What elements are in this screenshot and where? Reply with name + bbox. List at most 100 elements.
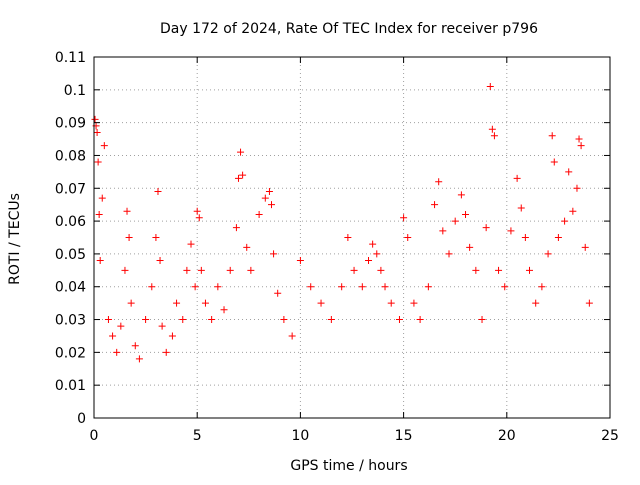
data-point	[208, 316, 216, 324]
chart-title: Day 172 of 2024, Rate Of TEC Index for r…	[160, 21, 538, 37]
y-tick-label: 0.09	[55, 116, 86, 132]
data-point	[288, 332, 296, 340]
data-point	[395, 316, 403, 324]
x-tick-label: 25	[601, 428, 619, 444]
data-point	[457, 191, 465, 199]
data-point	[513, 174, 521, 182]
data-point	[173, 299, 181, 307]
data-point	[296, 256, 304, 264]
data-point	[193, 207, 201, 215]
data-point	[338, 283, 346, 291]
data-point	[109, 332, 117, 340]
data-point	[478, 316, 486, 324]
data-point	[410, 299, 418, 307]
data-point	[179, 316, 187, 324]
data-point	[344, 234, 352, 241]
data-point	[232, 224, 240, 232]
x-tick-label: 10	[291, 428, 309, 444]
data-point	[237, 148, 245, 156]
data-point	[123, 207, 131, 215]
data-point	[162, 348, 170, 356]
y-tick-label: 0.1	[64, 83, 86, 99]
plot-border	[93, 56, 611, 419]
data-point	[154, 188, 162, 196]
data-point	[142, 316, 150, 324]
data-point	[327, 316, 335, 324]
data-point	[416, 316, 424, 324]
data-point	[197, 266, 205, 274]
data-point	[148, 283, 156, 291]
data-point	[581, 243, 589, 251]
data-point	[507, 227, 515, 235]
data-point	[100, 142, 108, 150]
data-point	[350, 266, 358, 274]
data-point	[573, 184, 581, 192]
data-point	[561, 217, 569, 225]
x-tick-label: 20	[498, 428, 516, 444]
data-point	[358, 283, 366, 291]
data-point	[104, 316, 112, 324]
data-point	[435, 178, 443, 186]
data-point	[577, 142, 585, 150]
data-point	[365, 256, 373, 264]
data-point	[486, 83, 494, 91]
data-point	[431, 201, 439, 209]
data-point	[226, 266, 234, 274]
data-point	[131, 342, 139, 350]
data-point	[565, 168, 573, 176]
y-tick-label: 0.07	[55, 181, 86, 197]
data-point	[183, 266, 191, 274]
data-point	[93, 128, 101, 136]
data-point	[280, 316, 288, 324]
data-point	[243, 243, 251, 251]
data-point	[495, 266, 503, 274]
data-point	[94, 158, 102, 166]
data-point	[526, 266, 534, 274]
data-point	[538, 283, 546, 291]
data-point	[317, 299, 325, 307]
data-point	[377, 266, 385, 274]
data-point	[387, 299, 395, 307]
data-point	[121, 266, 129, 274]
data-point	[400, 214, 408, 222]
data-point	[550, 158, 558, 166]
data-point	[472, 266, 480, 274]
data-point	[95, 211, 103, 219]
data-point	[466, 243, 474, 251]
y-tick-label: 0.01	[55, 378, 86, 394]
data-point	[96, 256, 104, 264]
grid-lines	[94, 57, 610, 418]
data-point	[445, 250, 453, 258]
data-point	[268, 201, 276, 209]
data-point	[214, 283, 222, 291]
y-tick-label: 0.08	[55, 148, 86, 164]
y-tick-label: 0.04	[55, 280, 86, 296]
data-point	[168, 332, 176, 340]
data-point	[488, 125, 496, 133]
data-point	[501, 283, 509, 291]
data-point	[156, 256, 164, 264]
data-point	[220, 306, 228, 314]
data-point	[91, 115, 99, 123]
y-tick-label: 0.02	[55, 345, 86, 361]
x-tick-label: 0	[90, 428, 99, 444]
data-point	[152, 234, 160, 241]
data-point	[373, 250, 381, 258]
data-point	[234, 174, 242, 182]
data-point	[554, 234, 562, 241]
y-tick-label: 0.03	[55, 313, 86, 329]
data-point	[135, 355, 143, 363]
data-point	[239, 171, 247, 179]
data-point	[585, 299, 593, 307]
data-point	[201, 299, 209, 307]
data-point	[98, 194, 106, 202]
data-point	[575, 135, 583, 143]
data-point	[369, 240, 377, 248]
data-point	[532, 299, 540, 307]
data-point	[451, 217, 459, 225]
data-points	[91, 83, 593, 363]
data-point	[517, 204, 525, 212]
data-point	[482, 224, 490, 232]
data-point	[247, 266, 255, 274]
